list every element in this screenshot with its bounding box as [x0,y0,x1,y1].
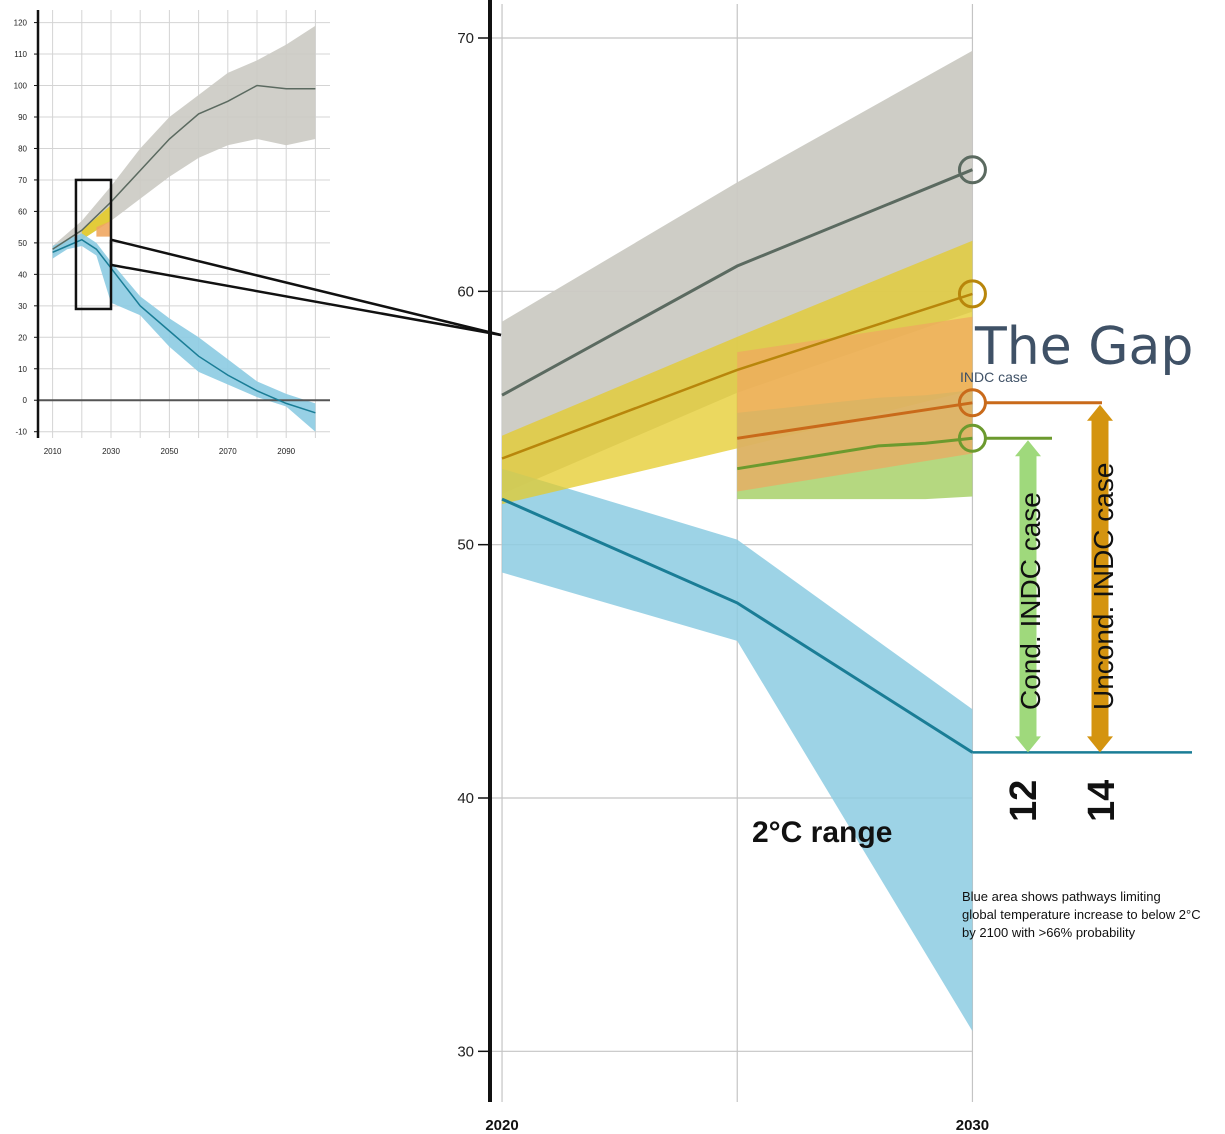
detail-baseline-line [501,168,973,397]
detail-y-tick-label: 70 [457,30,474,47]
overview-indc-band [81,205,111,240]
detail-baseline-band [502,50,973,494]
overview-y-tick-label: 0 [23,396,28,405]
detail-cond-line [736,436,973,471]
detail-two-degree-line [501,497,974,754]
detail-y-tick-label: 60 [457,283,474,300]
overview-baseline-line [52,84,316,250]
overview-two-degree-line [52,238,316,414]
indc-end-marker [957,279,987,309]
overview-y-tick-label: 90 [18,113,27,122]
detail-chart: 30 40 50 60 70 2020 2030 [457,0,1192,1134]
detail-two-degree-band [502,468,973,1032]
hidden-indc-label: INDC case [960,369,1028,385]
detail-y-tick-label: 40 [457,790,474,807]
detail-indc-line [501,292,973,460]
overview-x-tick-label: 2010 [44,447,62,456]
detail-y-tick-label: 30 [457,1043,474,1060]
overview-x-tick-label: 2090 [277,447,295,456]
overview-y-tick-label: 120 [14,19,28,28]
detail-current-line [736,401,973,440]
two-degree-range-label: 2°C range [752,816,892,849]
overview-y-tick-label: -10 [15,428,27,437]
overview-x-tick-label: 2070 [219,447,237,456]
detail-current-band [737,316,973,492]
note-line-1: Blue area shows pathways limiting [962,889,1161,904]
overview-y-tick-label: 20 [18,333,27,342]
cond-gap-arrow [1015,440,1041,753]
uncond-gap-value: 14 [1081,780,1123,822]
detail-x-tick-label: 2020 [485,1117,518,1134]
zoom-connector [109,238,502,337]
overview-y-tick-label: 80 [18,144,27,153]
overview-baseline-band [52,25,316,256]
zoom-connector-lower [110,263,502,337]
overview-y-tick-label: 30 [18,302,27,311]
overview-y-tick-label: 110 [14,50,27,59]
cond-indc-label: Cond. INDC case [1015,492,1046,710]
overview-y-tick-label: 10 [18,365,27,374]
uncond-gap-arrow [1087,404,1113,753]
overview-y-tick-label: 60 [18,207,27,216]
overview-x-tick-label: 2030 [102,447,120,456]
cond-gap-value: 12 [1003,780,1045,822]
gap-title: The Gap [974,317,1193,377]
overview-y-tick-label: 50 [18,239,27,248]
baseline-end-marker [957,155,987,185]
overview-y-tick-label: 70 [18,176,27,185]
overview-y-tick-label: 40 [18,270,27,279]
overview-two-degree-band [52,233,316,432]
overview-x-tick-label: 2050 [161,447,179,456]
detail-y-tick-label: 50 [457,537,474,554]
detail-x-tick-label: 2030 [956,1117,989,1134]
overview-current-band [96,220,111,237]
overview-y-tick-label: 100 [14,82,28,91]
note-line-3: by 2100 with >66% probability [962,925,1136,940]
note-line-2: global temperature increase to below 2°C [962,907,1201,922]
zoom-connector-upper [110,238,502,337]
uncond-indc-label: Uncond. INDC case [1088,463,1119,710]
